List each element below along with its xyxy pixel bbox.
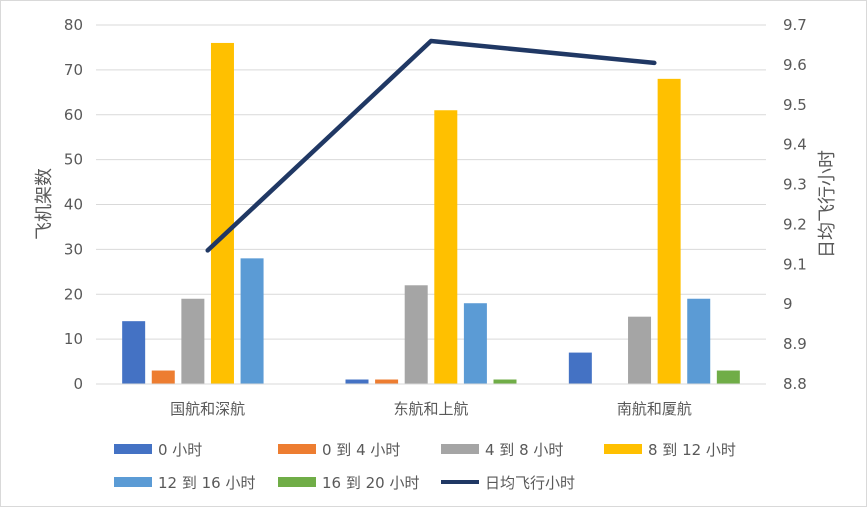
y-tick-label: 20 (64, 285, 83, 303)
bar (181, 298, 205, 384)
bar (568, 352, 592, 384)
y2-tick-label: 9 (783, 295, 793, 313)
legend-swatch (278, 444, 316, 454)
left-axis-title: 飞机架数 (34, 168, 55, 240)
y2-tick-label: 9.7 (783, 16, 807, 34)
legend-label: 4 到 8 小时 (485, 441, 563, 459)
bar (716, 370, 740, 384)
y-tick-label: 0 (73, 375, 83, 393)
legend-swatch (604, 444, 642, 454)
y-tick-label: 50 (64, 151, 83, 169)
category-label: 国航和深航 (170, 400, 245, 418)
y2-tick-label: 8.8 (783, 375, 807, 393)
bar (404, 285, 428, 384)
bar (434, 110, 458, 384)
y2-tick-label: 9.6 (783, 56, 807, 74)
bar (375, 379, 399, 384)
line-series-group (205, 38, 657, 253)
y-tick-label: 60 (64, 106, 83, 124)
y2-tick-label: 9.3 (783, 176, 807, 194)
y-tick-label: 30 (64, 240, 83, 258)
right-axis-title: 日均飞行小时 (817, 150, 838, 258)
bar (687, 298, 711, 384)
y-tick-label: 10 (64, 330, 83, 348)
legend-swatch (441, 444, 479, 454)
y-tick-label: 40 (64, 196, 83, 214)
legend-label: 12 到 16 小时 (158, 474, 255, 492)
bar-series-group (122, 42, 740, 384)
bar (493, 379, 517, 384)
bar (122, 321, 146, 384)
y-tick-label: 80 (64, 16, 83, 34)
bar (463, 303, 487, 384)
left-axis-ticks: 0 10 20 30 40 50 60 70 80 (64, 16, 83, 393)
y-tick-label: 70 (64, 61, 83, 79)
line-series (205, 38, 657, 253)
legend-label: 0 到 4 小时 (322, 441, 400, 459)
category-label: 南航和厦航 (617, 400, 692, 418)
legend-swatch (278, 477, 316, 487)
y2-tick-label: 8.9 (783, 335, 807, 353)
legend-label: 8 到 12 小时 (648, 441, 736, 459)
y2-tick-label: 9.2 (783, 215, 807, 233)
legend-swatch (114, 477, 152, 487)
category-labels: 国航和深航 东航和上航 南航和厦航 (170, 400, 692, 418)
bar (345, 379, 369, 384)
bar (657, 78, 681, 384)
bar (240, 258, 264, 384)
legend-swatch (114, 444, 152, 454)
y2-tick-label: 9.5 (783, 96, 807, 114)
category-label: 东航和上航 (393, 400, 468, 418)
legend-label: 日均飞行小时 (485, 474, 575, 492)
y2-tick-label: 9.4 (783, 136, 807, 154)
right-axis-ticks: 8.8 8.9 9 9.1 9.2 9.3 9.4 9.5 9.6 9.7 (783, 16, 807, 393)
bar (210, 42, 234, 384)
bar (628, 316, 652, 384)
bar (151, 370, 175, 384)
legend: 0 小时 0 到 4 小时 4 到 8 小时 8 到 12 小时 12 到 16 小时 1… (114, 441, 736, 492)
legend-label: 16 到 20 小时 (322, 474, 419, 492)
y2-tick-label: 9.1 (783, 255, 807, 273)
legend-label: 0 小时 (158, 441, 202, 459)
